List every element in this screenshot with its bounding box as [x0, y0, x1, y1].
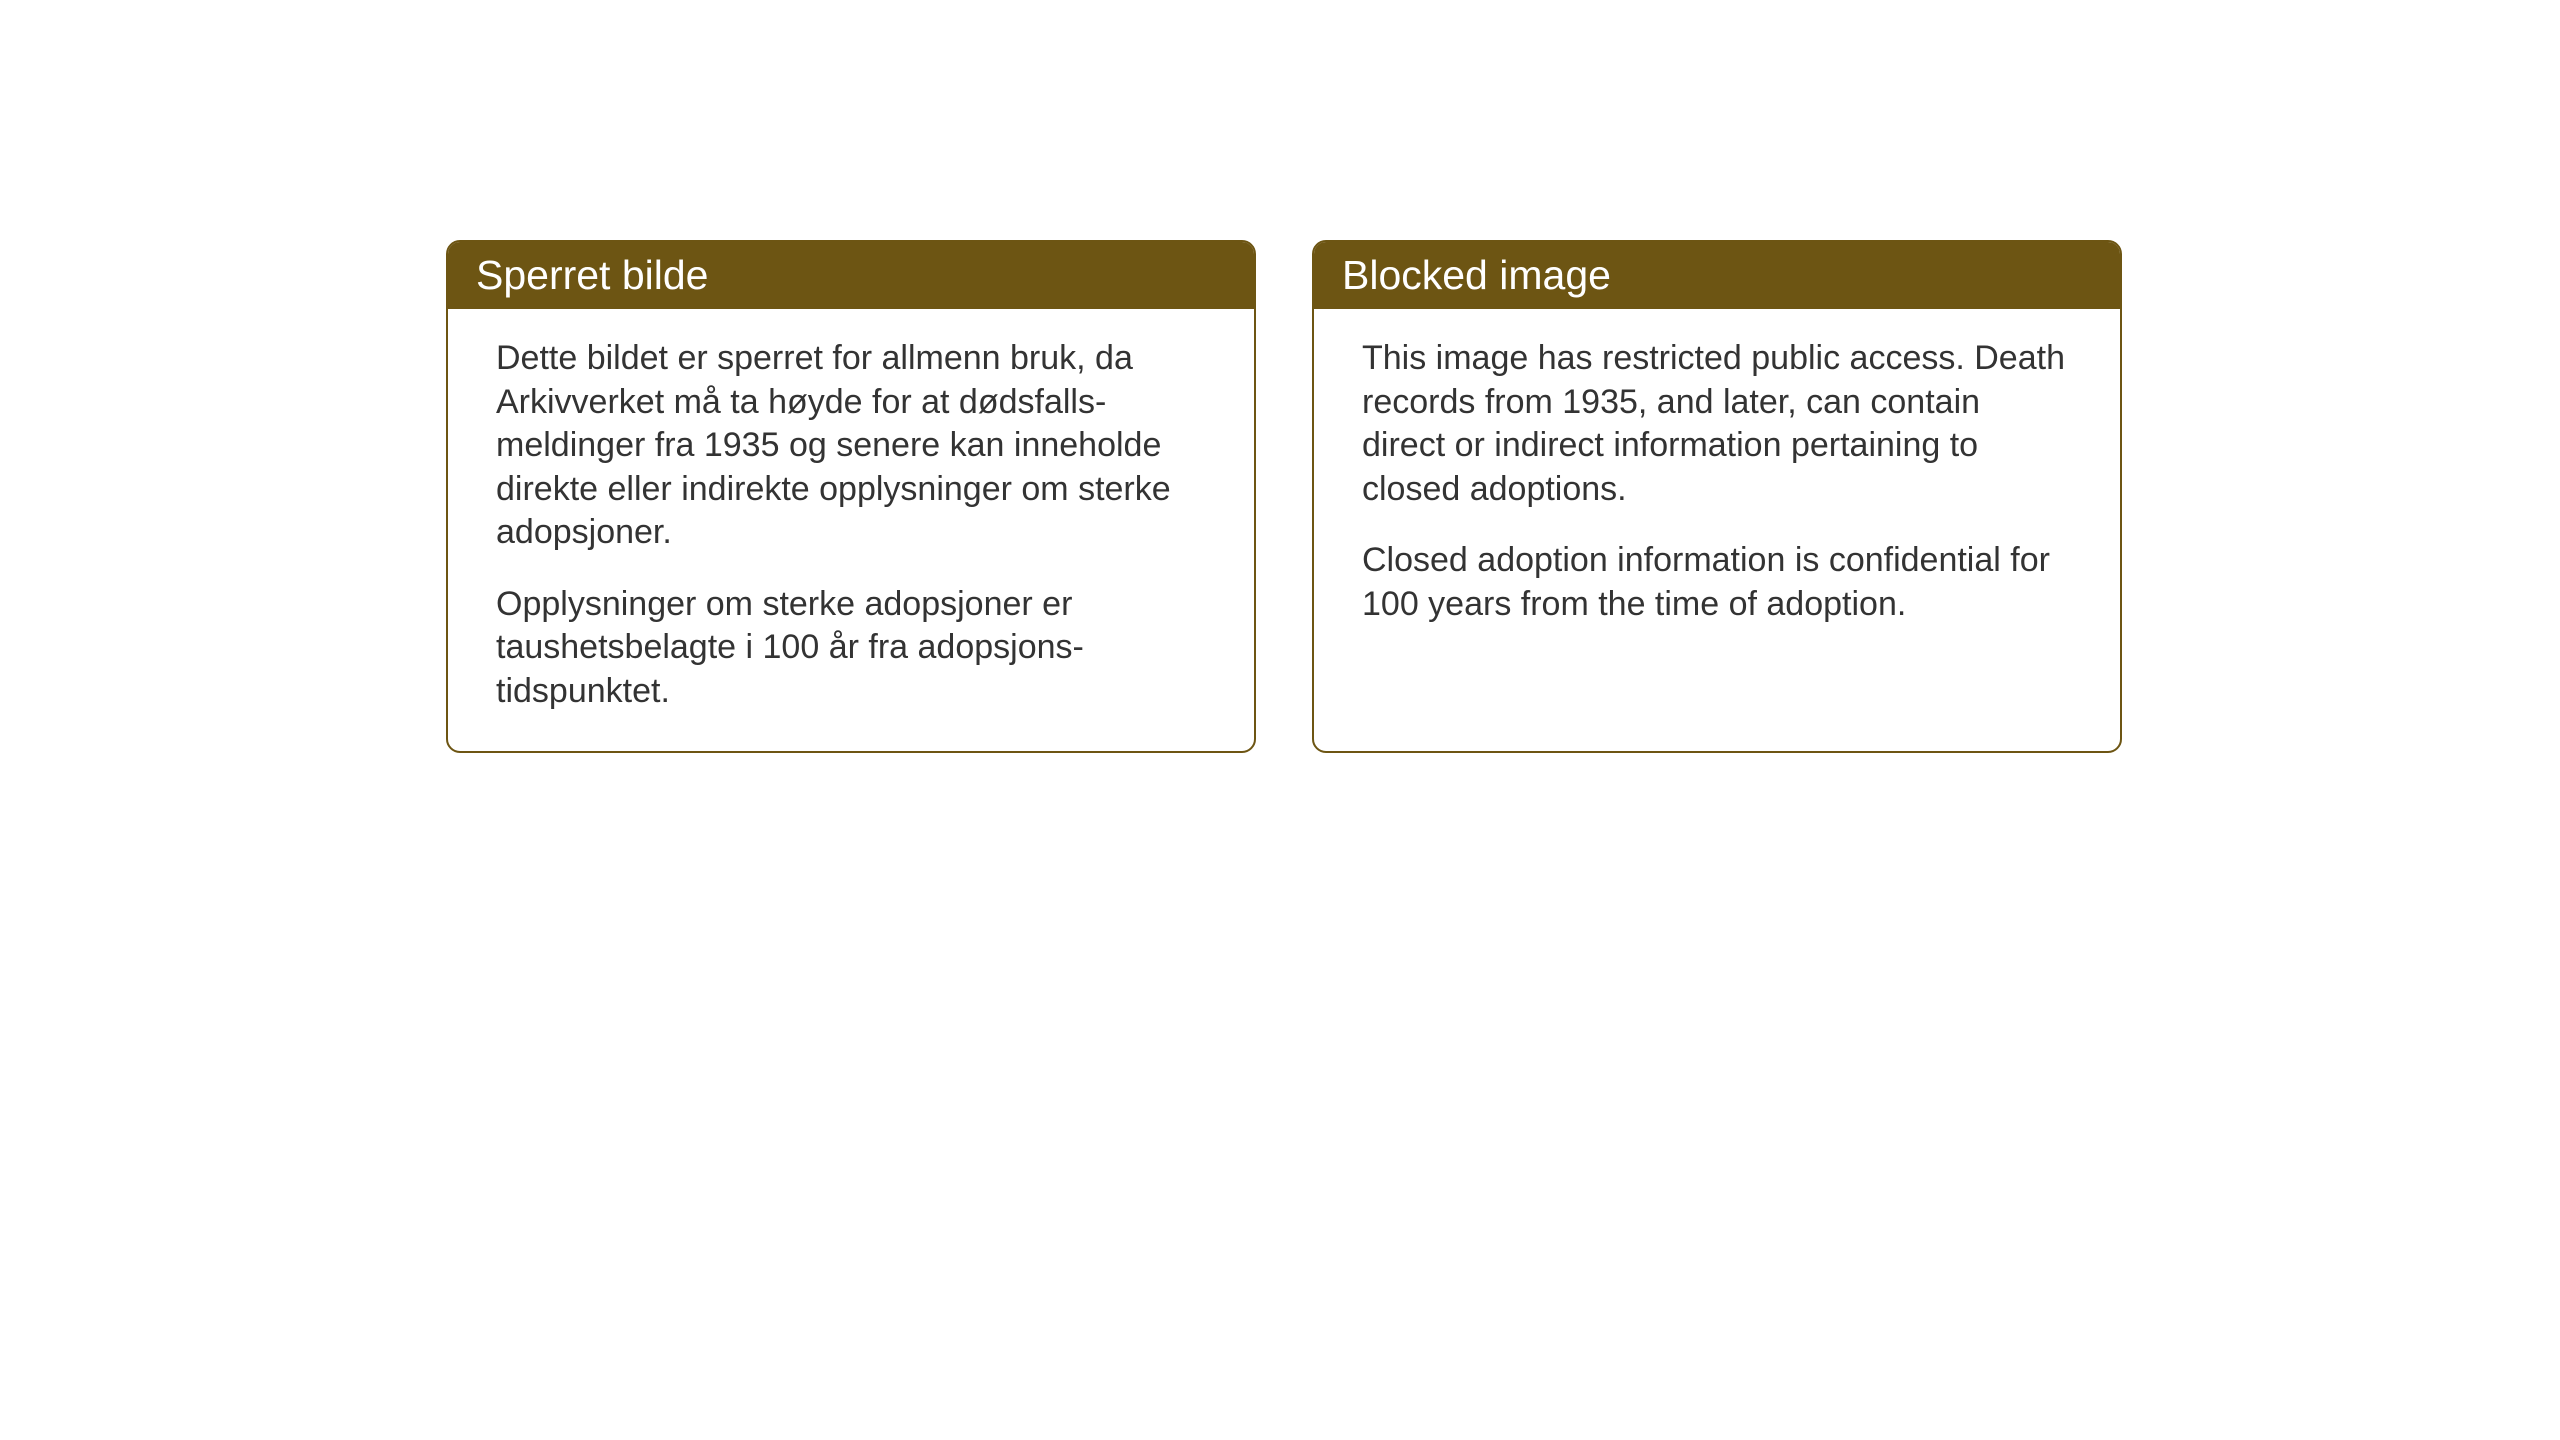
norwegian-card-title: Sperret bilde — [476, 252, 708, 298]
english-card-header: Blocked image — [1314, 242, 2120, 309]
notice-cards-container: Sperret bilde Dette bildet er sperret fo… — [446, 240, 2122, 753]
english-card-body: This image has restricted public access.… — [1314, 309, 2120, 707]
english-card-title: Blocked image — [1342, 252, 1611, 298]
english-paragraph-1: This image has restricted public access.… — [1362, 337, 2072, 511]
english-notice-card: Blocked image This image has restricted … — [1312, 240, 2122, 753]
norwegian-notice-card: Sperret bilde Dette bildet er sperret fo… — [446, 240, 1256, 753]
norwegian-paragraph-1: Dette bildet er sperret for allmenn bruk… — [496, 337, 1206, 555]
norwegian-paragraph-2: Opplysninger om sterke adopsjoner er tau… — [496, 583, 1206, 714]
english-paragraph-2: Closed adoption information is confident… — [1362, 539, 2072, 626]
norwegian-card-header: Sperret bilde — [448, 242, 1254, 309]
norwegian-card-body: Dette bildet er sperret for allmenn bruk… — [448, 309, 1254, 751]
